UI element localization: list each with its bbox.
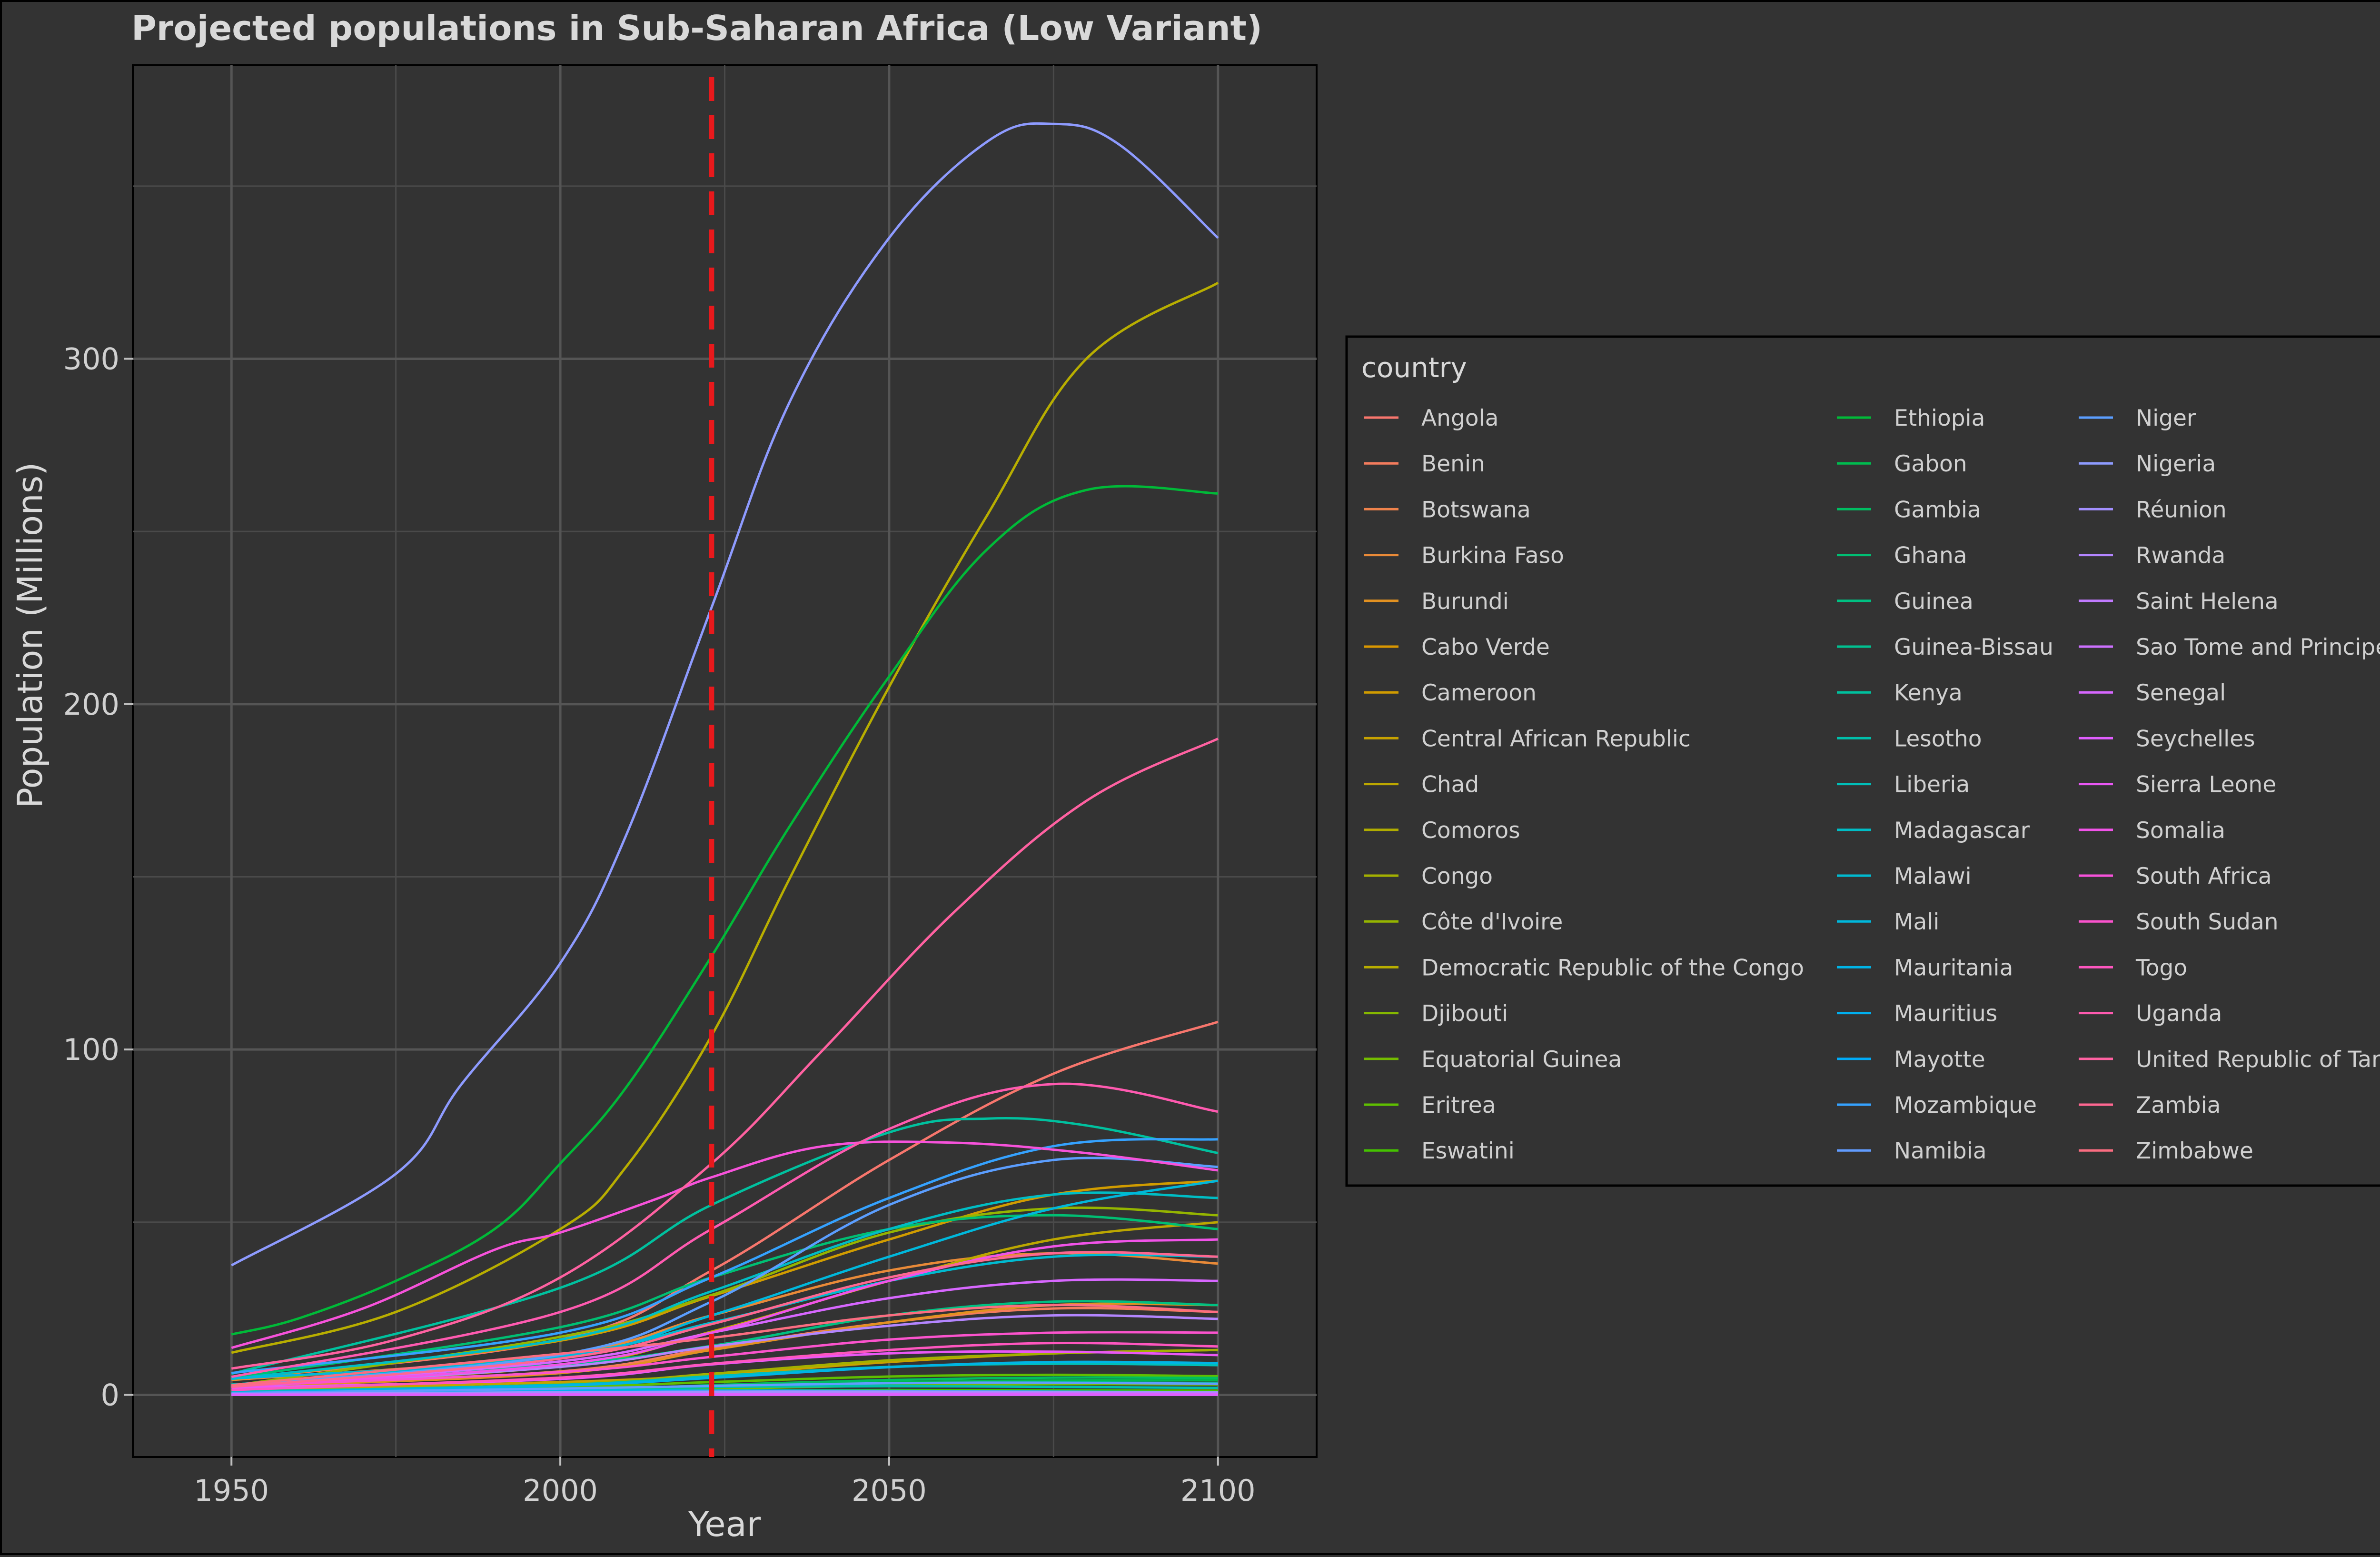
legend-label: Comoros — [1421, 818, 1520, 844]
legend-label: Burundi — [1421, 589, 1509, 615]
legend-label: Guinea-Bissau — [1894, 634, 2053, 660]
series-line-somalia — [231, 1238, 1218, 1388]
legend-label: Guinea — [1894, 589, 1973, 615]
legend-label: United Republic of Tanzania — [2136, 1047, 2380, 1073]
y-tick-label: 100 — [63, 1032, 119, 1067]
legend-label: Mali — [1894, 909, 1939, 935]
legend-label: Côte d'Ivoire — [1421, 909, 1563, 935]
legend-label: Madagascar — [1894, 818, 2030, 844]
series-line-zimbabwe — [231, 1304, 1218, 1387]
legend-label: Ethiopia — [1894, 405, 1985, 431]
series-line-ghana — [231, 1214, 1219, 1379]
legend-label: Kenya — [1894, 680, 1963, 706]
series-line-r-union — [231, 1390, 1218, 1396]
y-axis-ticks: 0 100 200 300 — [63, 342, 133, 1412]
x-axis-label: Year — [688, 1504, 761, 1544]
legend: country Angola Benin Botswana Burkina Faso B… — [1345, 335, 2380, 1187]
x-tick-label: 1950 — [194, 1473, 269, 1508]
series-line-mozambique — [231, 1138, 1218, 1375]
legend-label: Sierra Leone — [2136, 772, 2276, 798]
legend-label: Cabo Verde — [1421, 634, 1550, 660]
legend-title: country — [1361, 351, 1467, 384]
legend-label: Ghana — [1894, 543, 1967, 569]
legend-label: Rwanda — [2136, 543, 2225, 569]
y-tick-label: 0 — [101, 1377, 119, 1412]
series-line-togo — [231, 1341, 1218, 1391]
legend-label: Benin — [1421, 451, 1485, 477]
series-line-nigeria — [231, 122, 1219, 1267]
series-line-senegal — [231, 1278, 1218, 1388]
legend-label: Niger — [2136, 405, 2196, 431]
legend-label: Togo — [2135, 955, 2187, 981]
series-line-kenya — [231, 1117, 1219, 1375]
legend-label: Zimbabwe — [2136, 1138, 2253, 1164]
legend-label: South Sudan — [2136, 909, 2279, 935]
legend-label: Namibia — [1894, 1138, 1987, 1164]
legend-label: Sao Tome and Principe — [2136, 634, 2380, 660]
series-line-zambia — [231, 1251, 1218, 1388]
legend-label: Seychelles — [2136, 726, 2255, 752]
legend-label: Gabon — [1894, 451, 1967, 477]
x-tick-label: 2000 — [523, 1473, 598, 1508]
legend-label: Chad — [1421, 772, 1479, 798]
series-line-mauritania — [231, 1360, 1218, 1394]
y-axis-label: Population (Millions) — [10, 462, 50, 808]
series-line-uganda — [231, 1082, 1219, 1378]
legend-label: Angola — [1421, 405, 1498, 431]
series-line-namibia — [231, 1381, 1218, 1395]
legend-label: Zambia — [2136, 1092, 2221, 1118]
legend-label: Burkina Faso — [1421, 543, 1564, 569]
legend-label: Mozambique — [1894, 1092, 2037, 1118]
legend-box — [1345, 335, 2380, 1187]
x-axis-ticks: 1950 2000 2050 2100 — [194, 1457, 1256, 1508]
minor-gridlines — [133, 65, 1317, 1457]
major-gridlines — [133, 65, 1317, 1457]
legend-label: Equatorial Guinea — [1421, 1047, 1622, 1073]
series-line-democratic-republic-of-the-congo — [231, 281, 1219, 1354]
legend-label: Liberia — [1894, 772, 1970, 798]
legend-label: Réunion — [2136, 497, 2227, 523]
legend-label: Senegal — [2136, 680, 2226, 706]
y-tick-label: 200 — [63, 687, 119, 722]
series-line-niger — [231, 1157, 1218, 1387]
chart-title: Projected populations in Sub-Saharan Afr… — [131, 8, 1262, 48]
legend-items: Angola Benin Botswana Burkina Faso Burundi Ca… — [1364, 405, 2380, 1164]
legend-label: Nigeria — [2136, 451, 2216, 477]
legend-label: Democratic Republic of the Congo — [1421, 955, 1804, 981]
series-line-mali — [231, 1179, 1219, 1380]
y-tick-label: 300 — [63, 342, 119, 377]
legend-label: Congo — [1421, 863, 1493, 889]
legend-label: Eritrea — [1421, 1092, 1496, 1118]
series-lines — [231, 122, 1219, 1396]
x-tick-label: 2050 — [852, 1473, 927, 1508]
legend-label: Botswana — [1421, 497, 1531, 523]
series-line-ethiopia — [231, 485, 1218, 1336]
legend-label: Saint Helena — [2136, 589, 2279, 615]
legend-label: Cameroon — [1421, 680, 1537, 706]
series-line-united-republic-of-tanzania — [231, 738, 1219, 1370]
x-tick-label: 2100 — [1180, 1473, 1256, 1508]
legend-label: Mayotte — [1894, 1047, 1985, 1073]
series-line-south-africa — [231, 1140, 1219, 1349]
legend-label: Lesotho — [1894, 726, 1982, 752]
series-line-south-sudan — [231, 1331, 1218, 1387]
legend-label: Mauritius — [1894, 1001, 1997, 1027]
legend-label: Central African Republic — [1421, 726, 1691, 752]
legend-label: Uganda — [2136, 1001, 2222, 1027]
legend-label: Djibouti — [1421, 1001, 1508, 1027]
legend-label: Gambia — [1894, 497, 1981, 523]
legend-label: Eswatini — [1421, 1138, 1515, 1164]
legend-label: Malawi — [1894, 863, 1972, 889]
legend-label: South Africa — [2136, 863, 2272, 889]
legend-label: Mauritania — [1894, 955, 2013, 981]
legend-label: Somalia — [2136, 818, 2225, 844]
